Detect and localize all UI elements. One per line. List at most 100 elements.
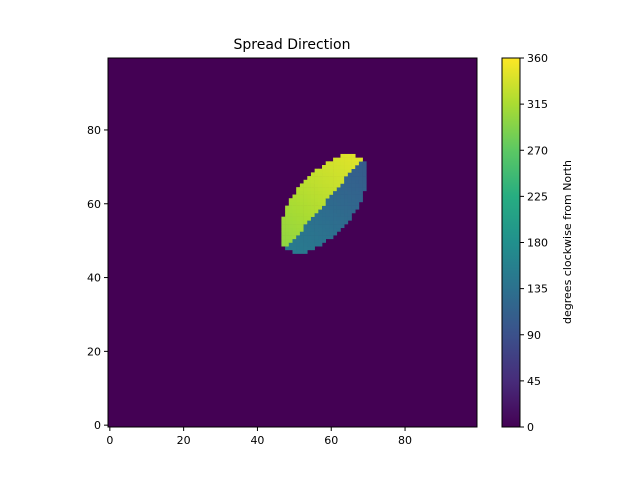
colorbar-ticks: 0 45 90 135 180 225 270 315 360: [520, 52, 548, 434]
heatmap-cell: [344, 153, 349, 158]
colorbar-tick-label: 270: [527, 144, 548, 157]
heatmap-cell: [333, 198, 338, 203]
heatmap-cell: [336, 161, 341, 166]
heatmap-cell: [340, 161, 345, 166]
heatmap-cell: [347, 187, 352, 192]
heatmap-cell: [292, 235, 297, 240]
heatmap-cell: [322, 201, 327, 206]
heatmap-cell: [351, 165, 356, 169]
heatmap-cell: [362, 187, 367, 192]
heatmap-cell: [340, 165, 345, 169]
heatmap-cell: [281, 220, 286, 225]
heatmap-cell: [307, 224, 312, 229]
heatmap-cell: [288, 201, 293, 206]
heatmap-cell: [285, 231, 290, 236]
heatmap-cell: [347, 161, 352, 166]
heatmap-cell: [303, 198, 308, 203]
heatmap-cell: [336, 227, 341, 232]
heatmap-cell: [325, 209, 330, 214]
heatmap-cell: [314, 176, 319, 181]
colorbar-tick-label: 0: [527, 421, 534, 434]
heatmap-cell: [340, 168, 345, 173]
heatmap-cell: [358, 187, 363, 192]
heatmap-cell: [329, 235, 334, 240]
heatmap-cell: [329, 176, 334, 181]
heatmap-cell: [351, 161, 356, 166]
heatmap-cell: [288, 216, 293, 221]
heatmap-cell: [314, 183, 319, 188]
heatmap-cell: [292, 220, 297, 225]
heatmap-cell: [318, 238, 323, 243]
heatmap-cell: [329, 205, 334, 210]
heatmap-cell: [347, 209, 352, 214]
heatmap-cell: [329, 209, 334, 214]
heatmap-cell: [355, 201, 360, 206]
heatmap-cell: [310, 183, 315, 188]
heatmap-cell: [303, 242, 308, 247]
heatmap-cell: [351, 198, 356, 203]
heatmap-cell: [358, 161, 363, 166]
heatmap-cell: [362, 176, 367, 181]
heatmap-cell: [303, 209, 308, 214]
heatmap-cell: [329, 190, 334, 195]
heatmap-cell: [322, 212, 327, 217]
heatmap-cell: [318, 179, 323, 184]
heatmap-cell: [322, 231, 327, 236]
heatmap-cell: [285, 227, 290, 232]
heatmap-cell: [333, 190, 338, 195]
heatmap-cell: [303, 238, 308, 243]
heatmap-cell: [318, 212, 323, 217]
heatmap-cell: [288, 227, 293, 232]
heatmap-cell: [333, 168, 338, 173]
heatmap-cell: [318, 205, 323, 210]
heatmap-cell: [351, 153, 356, 158]
heatmap-cell: [358, 190, 363, 195]
heatmap-cell: [296, 231, 301, 236]
heatmap-cell: [325, 172, 330, 177]
heatmap-cell: [314, 190, 319, 195]
heatmap-cell: [292, 201, 297, 206]
heatmap-cell: [355, 172, 360, 177]
heatmap-cell: [325, 165, 330, 169]
heatmap-cell: [303, 212, 308, 217]
heatmap-cell: [344, 212, 349, 217]
heatmap-cell: [325, 183, 330, 188]
heatmap-cell: [325, 220, 330, 225]
heatmap-cell: [322, 172, 327, 177]
colorbar: [501, 57, 521, 428]
heatmap-cell: [347, 153, 352, 158]
heatmap-cell: [340, 201, 345, 206]
heatmap-cell: [296, 198, 301, 203]
heatmap-cell: [358, 179, 363, 184]
heatmap-cell: [292, 238, 297, 243]
heatmap-cell: [333, 187, 338, 192]
heatmap-cell: [325, 168, 330, 173]
heatmap-cell: [314, 179, 319, 184]
heatmap-cell: [347, 190, 352, 195]
heatmap-cell: [351, 179, 356, 184]
heatmap-cell: [318, 194, 323, 199]
heatmap-cell: [310, 216, 315, 221]
x-tick-label: 20: [177, 434, 191, 447]
heatmap-cell: [344, 157, 349, 162]
heatmap-cell: [299, 238, 304, 243]
heatmap-cell: [329, 212, 334, 217]
heatmap-cell: [329, 201, 334, 206]
heatmap-cell: [314, 194, 319, 199]
heatmap-cell: [325, 190, 330, 195]
heatmap-cell: [310, 246, 315, 251]
heatmap-cell: [329, 172, 334, 177]
heatmap-cell: [336, 165, 341, 169]
heatmap-cell: [318, 220, 323, 225]
heatmap-cell: [303, 224, 308, 229]
heatmap-cell: [285, 224, 290, 229]
heatmap-cell: [322, 187, 327, 192]
heatmap-cell: [355, 168, 360, 173]
heatmap-cell: [325, 194, 330, 199]
heatmap-cell: [314, 209, 319, 214]
heatmap-cell: [292, 212, 297, 217]
heatmap-cell: [340, 194, 345, 199]
heatmap-cell: [303, 187, 308, 192]
heatmap-cell: [355, 161, 360, 166]
heatmap-cell: [344, 161, 349, 166]
